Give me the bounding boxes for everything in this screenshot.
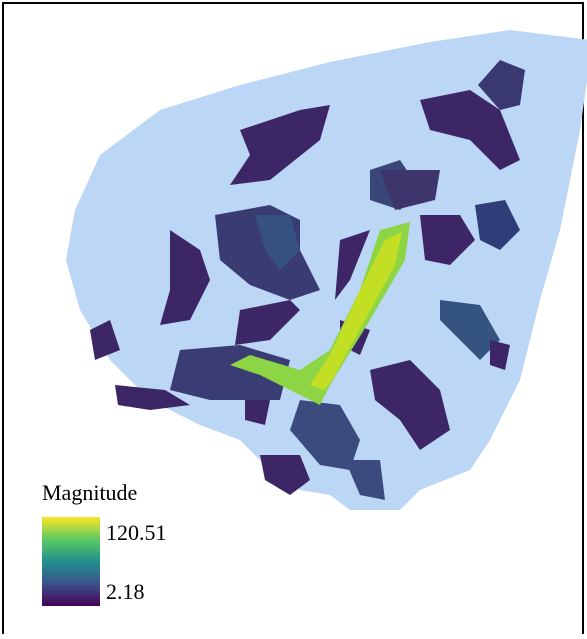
legend-title: Magnitude <box>42 480 137 505</box>
legend-max-label: 120.51 <box>106 520 167 545</box>
legend-min-label: 2.18 <box>106 579 145 604</box>
colorbar <box>42 517 100 606</box>
map: Magnitude 120.51 2.18 <box>0 0 587 634</box>
